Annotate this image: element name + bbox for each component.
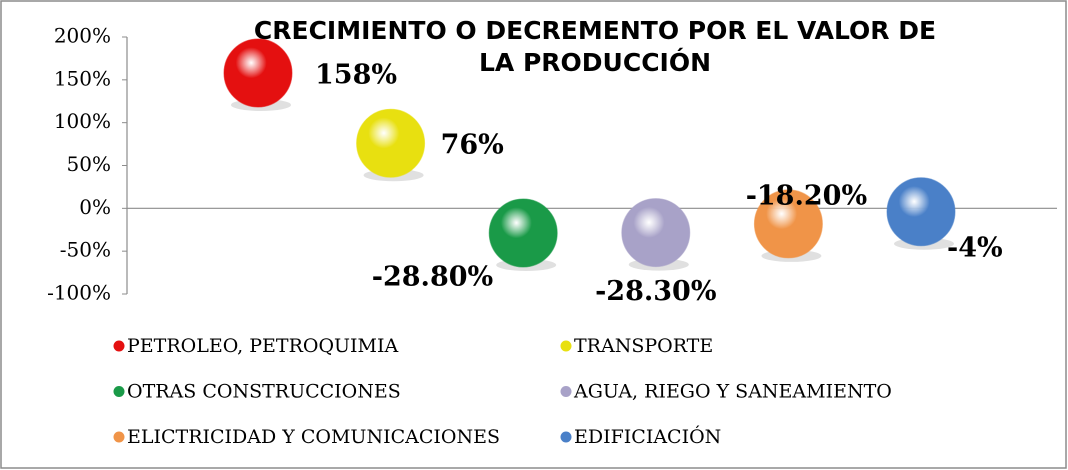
legend-marker xyxy=(560,386,572,397)
data-label: 158% xyxy=(315,59,397,90)
bubble xyxy=(223,38,293,108)
bubble xyxy=(886,177,956,247)
data-label: -18.20% xyxy=(746,180,867,211)
bubble xyxy=(753,189,823,259)
bubble xyxy=(621,198,691,268)
y-tick-label: 100% xyxy=(54,109,111,133)
y-tick-label: 0% xyxy=(79,195,111,219)
chart-title: LA PRODUCCIÓN xyxy=(479,47,711,77)
y-tick-label: 50% xyxy=(67,152,111,176)
legend-label: TRANSPORTE xyxy=(574,335,713,357)
chart-title: CRECIMIENTO O DECREMENTO POR EL VALOR DE xyxy=(254,16,936,45)
legend-label: AGUA, RIEGO Y SANEAMIENTO xyxy=(573,381,892,403)
legend-marker xyxy=(113,386,125,397)
data-label: -4% xyxy=(947,232,1003,263)
legend-label: ELICTRICIDAD Y COMUNICACIONES xyxy=(127,426,500,448)
y-tick-label: 200% xyxy=(54,24,111,48)
data-label: 76% xyxy=(441,130,504,161)
bubble xyxy=(488,198,558,268)
legend-marker xyxy=(113,431,125,443)
y-tick-label: 150% xyxy=(54,66,111,90)
bubble xyxy=(356,108,426,178)
legend-marker xyxy=(560,431,572,443)
y-tick-label: -50% xyxy=(60,238,111,262)
legend-marker xyxy=(560,340,572,352)
legend-label: PETROLEO, PETROQUIMIA xyxy=(127,335,399,357)
legend-label: OTRAS CONSTRUCCIONES xyxy=(127,381,401,403)
legend-marker xyxy=(113,340,125,352)
data-label: -28.80% xyxy=(372,262,493,293)
y-tick-label: -100% xyxy=(47,281,111,305)
legend-label: EDIFICIACIÓN xyxy=(574,425,721,448)
data-label: -28.30% xyxy=(595,276,716,307)
